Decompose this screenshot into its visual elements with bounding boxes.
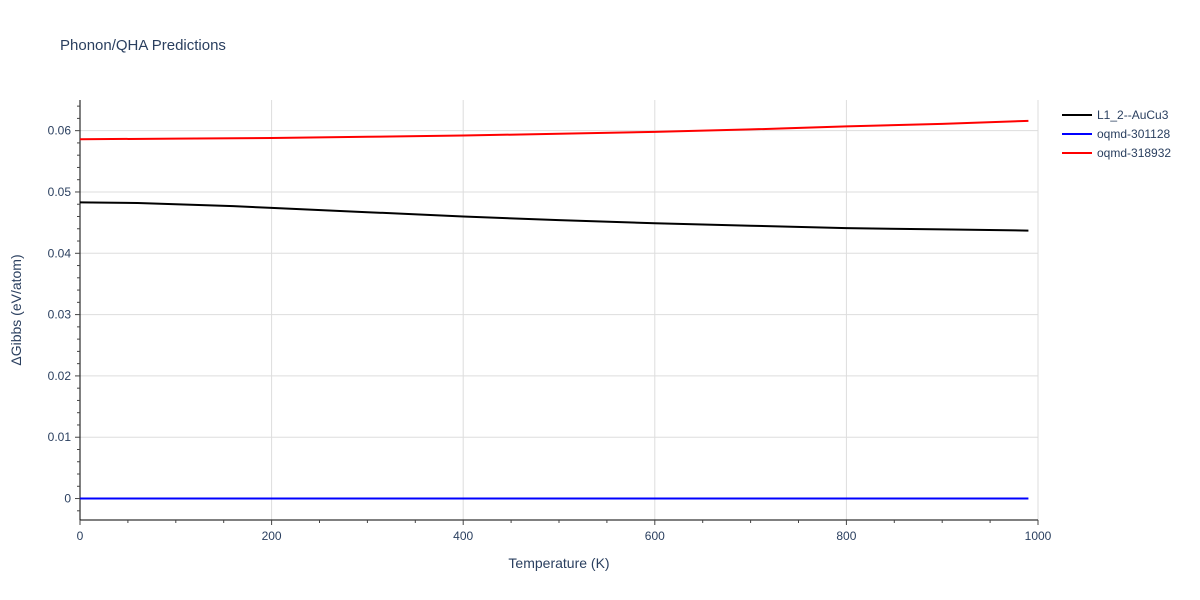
series-line-oqmd-318932 <box>79 119 1029 141</box>
series-line-l1-2-aucu3 <box>79 201 1029 232</box>
grid <box>80 100 1039 520</box>
x-tick-label: 400 <box>453 529 473 543</box>
legend-label-oqmd-318932: oqmd-318932 <box>1097 146 1171 160</box>
legend: L1_2--AuCu3 oqmd-301128 oqmd-318932 <box>1062 108 1171 160</box>
y-axis-title: ΔGibbs (eV/atom) <box>8 254 24 365</box>
x-axis-title: Temperature (K) <box>508 555 609 571</box>
chart-title: Phonon/QHA Predictions <box>60 37 226 54</box>
legend-label-l1-2-aucu3: L1_2--AuCu3 <box>1097 108 1169 122</box>
plot-area <box>79 119 1029 500</box>
y-tick-label: 0.01 <box>48 430 72 444</box>
axes: 0 200 400 600 800 1000 0 0.01 0.02 0.03 0.04 0.05 0.… <box>48 100 1052 543</box>
x-tick-label: 800 <box>836 529 856 543</box>
x-tick-label: 600 <box>645 529 665 543</box>
y-tick-label: 0.03 <box>48 308 72 322</box>
y-tick-label: 0.06 <box>48 124 72 138</box>
y-tick-label: 0.02 <box>48 369 72 383</box>
x-tick-label: 0 <box>77 529 84 543</box>
x-tick-label: 1000 <box>1025 529 1052 543</box>
x-tick-label: 200 <box>262 529 282 543</box>
legend-label-oqmd-301128: oqmd-301128 <box>1097 127 1170 141</box>
y-tick-label: 0 <box>64 492 71 506</box>
y-tick-label: 0.04 <box>48 246 72 260</box>
y-tick-label: 0.05 <box>48 185 72 199</box>
